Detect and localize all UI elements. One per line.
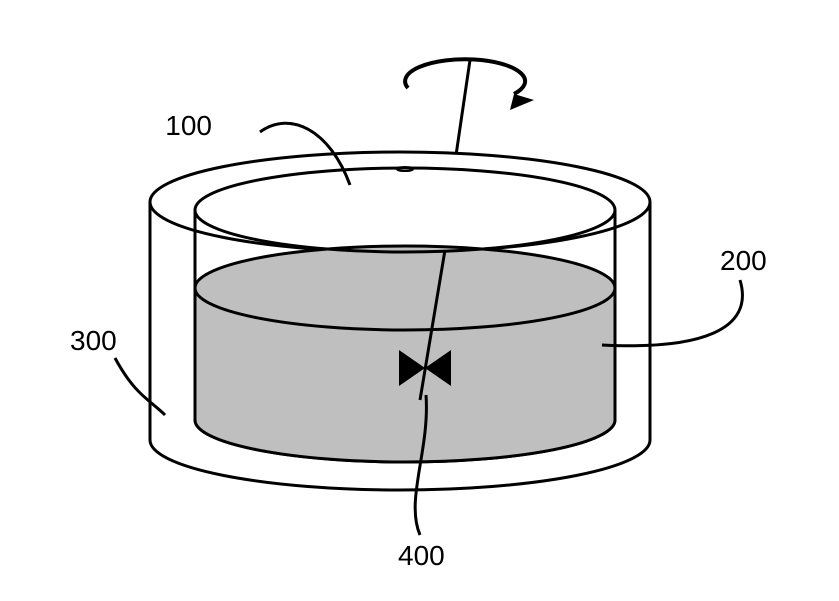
callout-200: 200 <box>602 245 767 346</box>
apparatus-diagram: 100 200 300 400 <box>0 0 839 601</box>
liquid-fill <box>195 210 615 462</box>
label-100: 100 <box>165 110 212 141</box>
label-200: 200 <box>720 245 767 276</box>
label-400: 400 <box>398 540 445 571</box>
label-300: 300 <box>70 325 117 356</box>
